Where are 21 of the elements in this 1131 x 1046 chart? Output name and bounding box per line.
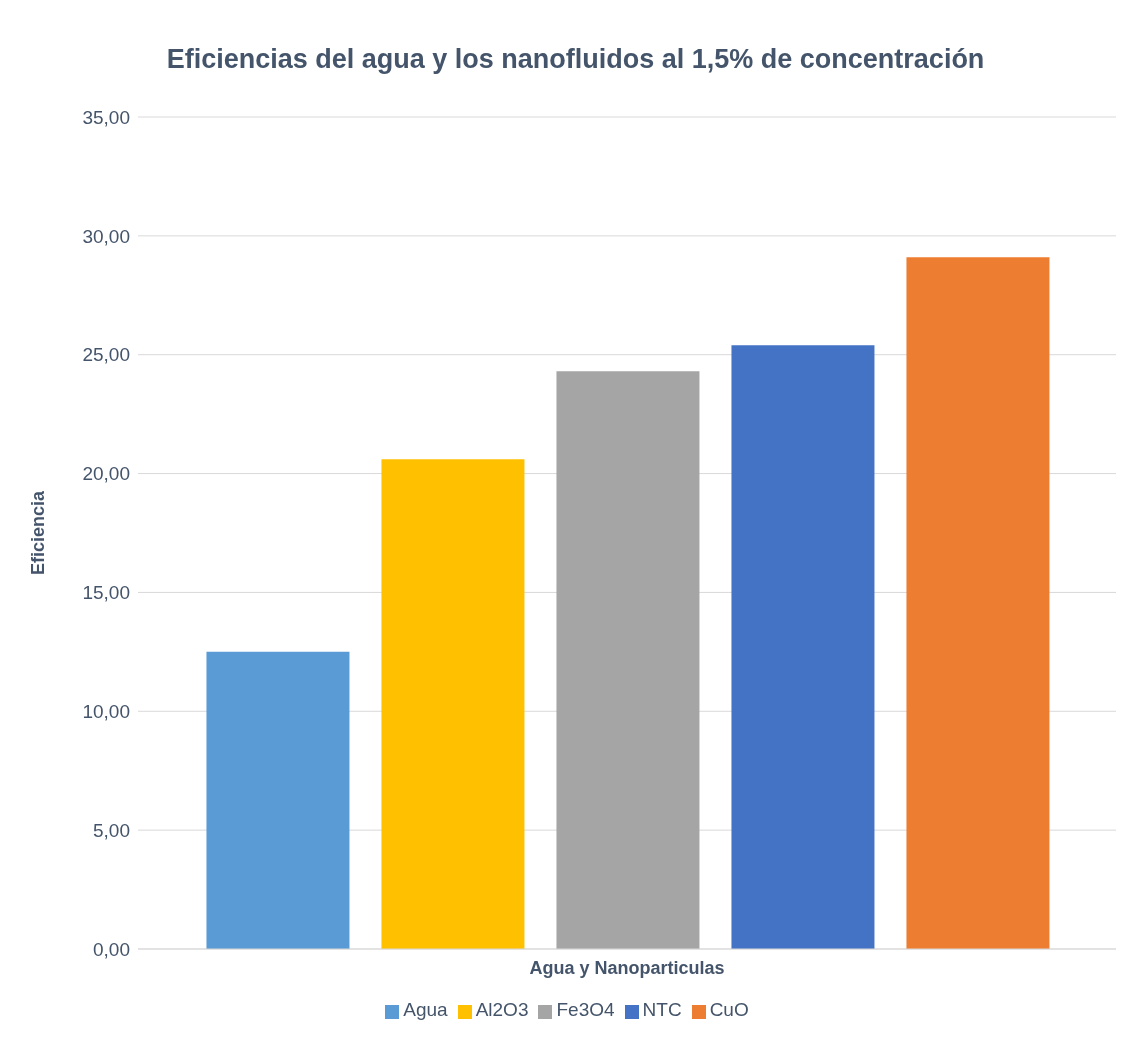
legend-label: Agua: [403, 999, 448, 1020]
x-axis-title: Agua y Nanoparticulas: [529, 957, 725, 978]
bar: [206, 651, 350, 949]
bar: [906, 257, 1050, 949]
y-tick-label: 15,00: [82, 582, 130, 604]
y-tick-label: 25,00: [82, 344, 130, 366]
y-tick-label: 10,00: [82, 701, 130, 723]
y-tick-label: 35,00: [82, 106, 130, 128]
legend-label: CuO: [709, 999, 749, 1020]
bar: [556, 371, 700, 949]
legend-label: Al2O3: [475, 999, 529, 1020]
bar: [731, 345, 875, 949]
legend-label: NTC: [642, 999, 682, 1020]
bar: [381, 459, 525, 949]
y-tick-label: 5,00: [93, 819, 130, 841]
y-axis-title: Eficiencia: [28, 489, 49, 576]
chart-title: Eficiencias del agua y los nanofluidos al 1,5% de concentración: [165, 43, 986, 76]
y-tick-label: 0,00: [93, 938, 130, 960]
legend-label: Fe3O4: [556, 999, 615, 1020]
y-tick-label: 30,00: [82, 225, 130, 247]
y-tick-label: 20,00: [82, 463, 130, 485]
